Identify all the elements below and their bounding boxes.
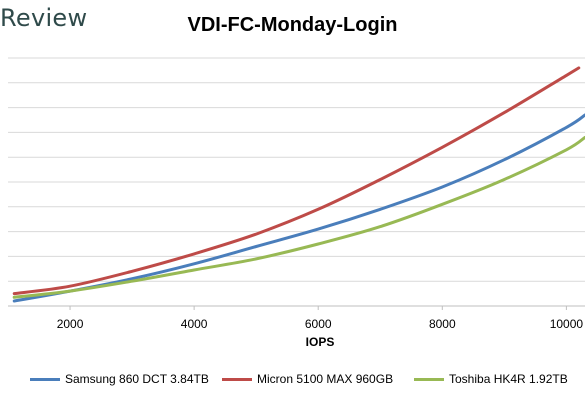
x-tick-label: 6000 — [305, 317, 332, 331]
x-axis: 2000 4000 6000 8000 10000 — [8, 305, 585, 331]
x-axis-label: IOPS — [305, 335, 335, 349]
legend-label: Samsung 860 DCT 3.84TB — [65, 372, 209, 386]
legend-label: Micron 5100 MAX 960GB — [257, 372, 394, 386]
legend-item-2: Micron 5100 MAX 960GB — [222, 372, 393, 386]
x-tick-label: 10000 — [550, 317, 584, 331]
legend-item-3: Toshiba HK4R 1.92TB — [414, 372, 568, 386]
legend-label: Toshiba HK4R 1.92TB — [449, 372, 568, 386]
chart-title: VDI-FC-Monday-Login — [0, 14, 585, 37]
legend-swatch — [414, 377, 444, 381]
legend: Samsung 860 DCT 3.84TB Micron 5100 MAX 96… — [0, 372, 585, 392]
series-line-3 — [12, 135, 585, 299]
series-line-1 — [12, 113, 585, 303]
series-lines — [12, 66, 585, 303]
brand-logo-text: Review — [0, 4, 88, 32]
gridlines — [8, 57, 585, 282]
chart-title-text: VDI-FC-Monday-Login — [187, 14, 398, 36]
legend-swatch — [222, 377, 252, 381]
series-line-2 — [12, 66, 581, 296]
x-tick-label: 2000 — [57, 317, 84, 331]
legend-swatch — [30, 377, 60, 381]
legend-item-1: Samsung 860 DCT 3.84TB — [30, 372, 209, 386]
x-tick-label: 8000 — [429, 317, 456, 331]
x-tick-label: 4000 — [181, 317, 208, 331]
